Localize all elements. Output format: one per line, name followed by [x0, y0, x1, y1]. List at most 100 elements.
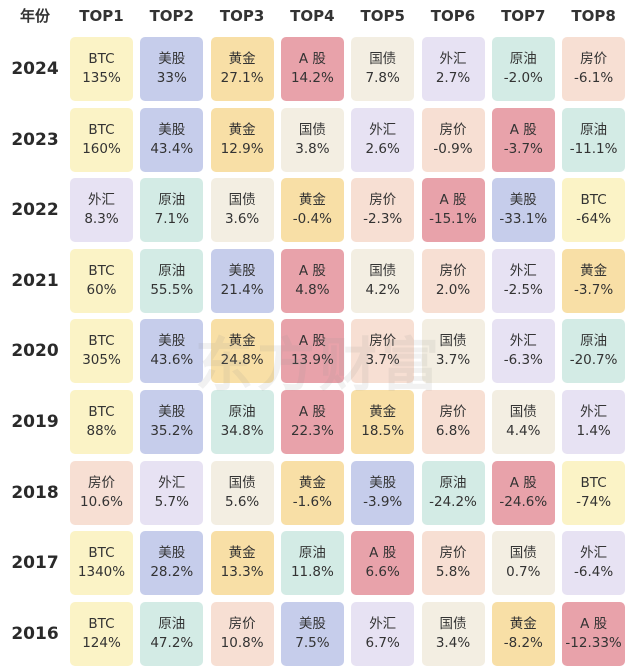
column-header: TOP6 [430, 7, 476, 25]
asset-return: 24.8% [220, 352, 264, 369]
column-header: TOP4 [290, 7, 335, 25]
asset-return: -6.3% [503, 352, 543, 369]
asset-name: BTC [88, 262, 115, 279]
year-label: 2019 [11, 412, 59, 432]
asset-name: 外汇 [369, 121, 397, 138]
column-header: 年份 [19, 7, 50, 25]
asset-return: -1.6% [292, 493, 332, 510]
asset-return: -6.1% [574, 70, 614, 86]
asset-cell: 外汇 -6.4% [562, 531, 626, 596]
asset-cell: BTC -64% [562, 178, 626, 243]
asset-name: 房价 [369, 192, 397, 209]
asset-return: 8.3% [84, 211, 119, 228]
asset-name: A 股 [509, 121, 537, 138]
asset-name: A 股 [298, 262, 326, 279]
asset-name: 黄金 [228, 545, 256, 562]
asset-name: A 股 [369, 545, 397, 562]
asset-name: BTC [88, 404, 115, 420]
asset-cell: A 股 -24.6% [491, 460, 555, 525]
asset-return: -2.0% [503, 70, 543, 86]
column-header: TOP2 [149, 7, 194, 25]
asset-return: -12.33% [565, 634, 622, 651]
asset-name: 外汇 [580, 545, 608, 562]
asset-return: -20.7% [569, 352, 618, 369]
asset-cell: 房价 -2.3% [351, 178, 415, 243]
asset-return: 43.6% [150, 352, 194, 369]
asset-name: 黄金 [580, 262, 608, 279]
asset-cell: 原油 7.1% [140, 178, 204, 243]
asset-cell: 原油 -24.2% [421, 460, 485, 525]
asset-return: 6.6% [365, 564, 400, 581]
asset-cell: 黄金 24.8% [210, 319, 274, 384]
asset-name: 国债 [369, 51, 397, 67]
asset-name: A 股 [298, 333, 326, 350]
asset-cell: 国债 3.8% [280, 107, 344, 172]
asset-cell: A 股 4.8% [280, 248, 344, 313]
asset-cell: BTC 135% [70, 37, 133, 101]
asset-cell: 房价 10.6% [70, 460, 133, 525]
asset-cell: 国债 4.2% [351, 248, 415, 313]
asset-return: 5.6% [224, 493, 260, 510]
asset-return: -33.1% [499, 211, 548, 228]
asset-name: 美股 [228, 262, 256, 279]
asset-cell: 国债 0.7% [491, 531, 555, 596]
asset-return: 4.4% [506, 423, 541, 439]
asset-name: 国债 [509, 545, 537, 562]
asset-return: 11.8% [290, 564, 334, 581]
asset-cell: 外汇 -6.3% [491, 319, 555, 384]
asset-cell: 房价 3.7% [351, 319, 415, 384]
asset-return: 3.7% [365, 352, 400, 369]
asset-cell: A 股 -15.1% [421, 178, 485, 243]
asset-name: 国债 [228, 474, 256, 491]
asset-return: 5.7% [154, 493, 189, 510]
asset-name: 原油 [158, 615, 186, 632]
asset-name: 房价 [439, 545, 467, 562]
asset-return: 21.4% [220, 281, 264, 298]
asset-cell: 美股 43.4% [140, 107, 204, 172]
asset-name: 房价 [439, 404, 467, 420]
asset-name: 原油 [158, 262, 186, 279]
asset-cell: 黄金 -8.2% [491, 601, 555, 666]
asset-name: 美股 [158, 333, 186, 350]
asset-return: 6.8% [435, 423, 471, 439]
asset-name: BTC [88, 615, 115, 632]
asset-name: 房价 [580, 51, 608, 67]
asset-cell: 美股 43.6% [140, 319, 204, 384]
asset-name: 国债 [509, 404, 537, 420]
asset-cell: 原油 11.8% [280, 531, 344, 596]
asset-name: 原油 [298, 545, 326, 562]
asset-cell: 美股 -3.9% [351, 460, 415, 525]
column-header: TOP7 [501, 7, 546, 25]
asset-return: -11.1% [569, 140, 618, 157]
asset-return: 7.1% [154, 211, 189, 228]
asset-return: 13.9% [290, 352, 334, 369]
asset-cell: 外汇 -2.5% [491, 248, 555, 313]
asset-cell: BTC 60% [70, 248, 133, 313]
asset-name: 原油 [580, 333, 608, 350]
asset-return: 3.7% [435, 352, 471, 369]
asset-name: 外汇 [439, 51, 467, 67]
asset-cell: 外汇 1.4% [562, 390, 626, 454]
asset-name: A 股 [580, 615, 608, 632]
column-header: TOP8 [571, 7, 616, 25]
asset-name: 国债 [298, 121, 326, 138]
column-header: TOP5 [360, 7, 405, 25]
asset-cell: 原油 55.5% [140, 248, 204, 313]
asset-cell: 黄金 27.1% [210, 37, 274, 101]
asset-cell: 国债 4.4% [491, 390, 555, 454]
asset-return: 22.3% [290, 423, 334, 439]
asset-return: 18.5% [361, 423, 405, 439]
asset-cell: 外汇 6.7% [351, 601, 415, 666]
asset-return: 27.1% [220, 70, 264, 86]
asset-name: 外汇 [580, 404, 608, 420]
asset-return: 2.0% [435, 281, 471, 298]
asset-return: 1340% [77, 564, 126, 581]
asset-return: 7.8% [365, 70, 400, 86]
asset-return: 6.7% [365, 634, 400, 651]
asset-return: -2.3% [363, 211, 403, 228]
asset-name: BTC [88, 51, 115, 67]
asset-return: 14.2% [290, 70, 334, 86]
asset-cell: 房价 2.0% [421, 248, 485, 313]
asset-return: 124% [82, 634, 121, 651]
asset-cell: 美股 7.5% [280, 601, 344, 666]
